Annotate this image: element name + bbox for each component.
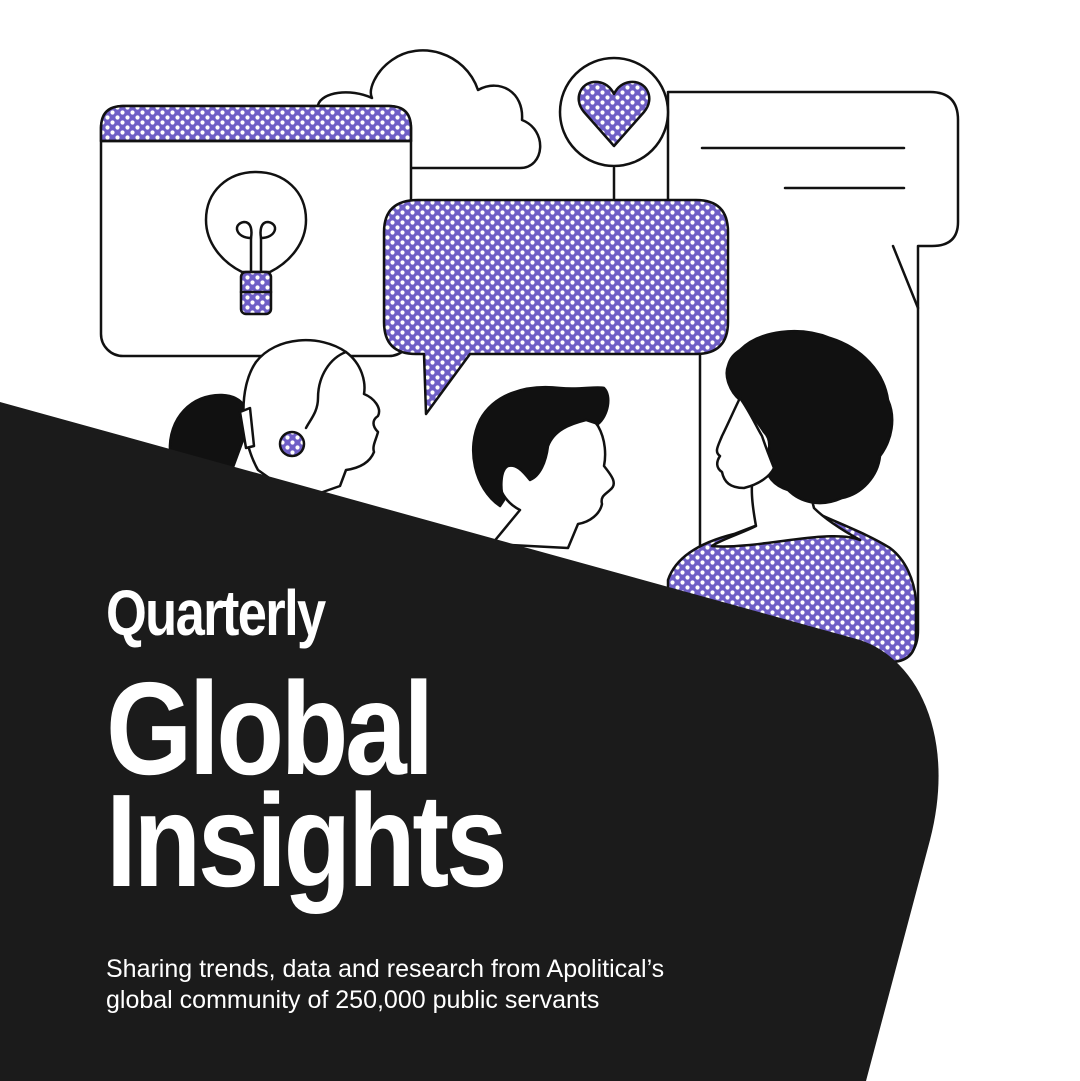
person-man — [472, 385, 615, 550]
lightbulb-icon — [204, 170, 308, 316]
title-block: Quarterly Global Insights — [106, 575, 906, 914]
headline-line: Insights — [106, 767, 508, 914]
earring — [278, 430, 306, 458]
subtitle-line: global community of 250,000 public serva… — [106, 986, 600, 1014]
heart-icon — [577, 80, 651, 148]
man-hair — [472, 385, 610, 508]
speech-bubble-icon — [382, 198, 730, 416]
headline-line: Global — [106, 655, 434, 802]
subtitle-line: Sharing trends, data and research from A… — [106, 955, 665, 983]
dark-panel — [0, 402, 939, 1081]
browser-header — [99, 104, 413, 143]
subtitle: Sharing trends, data and research from A… — [106, 954, 846, 1016]
kicker-text: Quarterly — [106, 577, 326, 649]
headline: Global Insights — [106, 655, 778, 914]
person-woman-left — [238, 338, 381, 502]
